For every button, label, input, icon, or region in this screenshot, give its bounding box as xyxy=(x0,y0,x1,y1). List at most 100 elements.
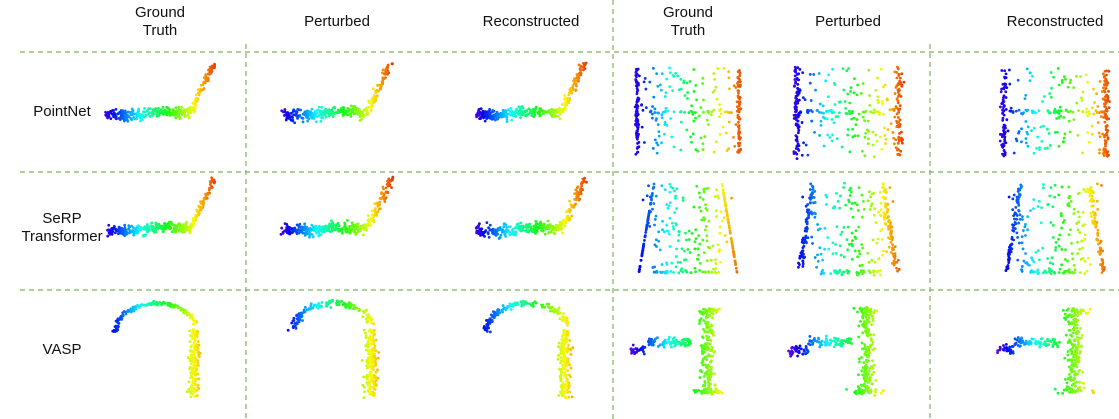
point xyxy=(1050,87,1053,90)
point xyxy=(320,301,323,304)
point-cloud xyxy=(104,63,216,123)
point xyxy=(1004,90,1007,93)
point xyxy=(818,111,821,114)
point xyxy=(113,112,116,115)
point xyxy=(816,109,819,112)
point xyxy=(189,376,192,379)
point xyxy=(151,109,154,112)
point xyxy=(494,231,497,234)
point xyxy=(207,192,210,195)
point xyxy=(841,271,844,274)
point xyxy=(375,99,378,102)
point xyxy=(810,109,813,112)
point xyxy=(1046,109,1049,112)
point xyxy=(1001,109,1004,112)
point xyxy=(1017,188,1020,191)
point xyxy=(856,274,859,277)
point xyxy=(300,116,303,119)
point xyxy=(303,309,306,312)
point xyxy=(652,96,655,99)
point xyxy=(349,115,352,118)
point-cloud xyxy=(111,300,201,398)
point xyxy=(894,116,897,119)
point xyxy=(719,210,722,213)
point xyxy=(575,192,578,195)
point xyxy=(564,396,567,399)
point xyxy=(575,89,578,92)
point xyxy=(797,131,800,134)
point xyxy=(1096,234,1099,237)
point xyxy=(638,74,641,77)
point xyxy=(1046,128,1049,131)
point xyxy=(363,386,366,389)
point xyxy=(720,112,723,115)
point xyxy=(346,219,349,222)
point xyxy=(315,120,318,123)
point xyxy=(1071,252,1074,255)
point xyxy=(892,137,895,140)
point xyxy=(675,247,678,250)
point xyxy=(715,140,718,143)
point xyxy=(1018,109,1021,112)
point xyxy=(352,108,355,111)
point xyxy=(825,194,828,197)
point xyxy=(1042,125,1045,128)
point xyxy=(309,232,312,235)
point xyxy=(804,98,807,101)
point xyxy=(1020,127,1023,130)
point xyxy=(391,178,394,181)
point xyxy=(1048,195,1051,198)
point xyxy=(520,110,523,113)
point xyxy=(340,300,343,303)
point xyxy=(489,112,492,115)
point xyxy=(1106,129,1109,132)
point xyxy=(290,119,293,122)
point xyxy=(899,123,902,126)
point xyxy=(881,238,884,241)
point xyxy=(1093,101,1096,104)
point xyxy=(573,83,576,86)
point xyxy=(1068,195,1071,198)
point xyxy=(1084,190,1087,193)
point xyxy=(1016,196,1019,199)
point xyxy=(1070,242,1073,245)
point xyxy=(144,110,147,113)
point xyxy=(719,225,722,228)
point xyxy=(669,117,672,120)
point xyxy=(520,305,523,308)
point xyxy=(863,154,866,157)
point xyxy=(519,225,522,228)
point xyxy=(1038,109,1041,112)
point xyxy=(796,78,799,81)
point xyxy=(329,306,332,309)
point xyxy=(369,328,372,331)
point xyxy=(899,104,902,107)
point xyxy=(654,218,657,221)
point xyxy=(1071,258,1074,261)
point xyxy=(1084,260,1087,263)
point xyxy=(677,272,680,275)
point xyxy=(1022,111,1025,114)
point xyxy=(811,185,814,188)
point xyxy=(1040,140,1043,143)
point xyxy=(816,253,819,256)
point xyxy=(562,358,565,361)
point-cloud xyxy=(483,300,575,400)
point xyxy=(313,304,316,307)
point xyxy=(1005,72,1008,75)
point xyxy=(174,306,177,309)
point xyxy=(703,219,706,222)
point xyxy=(702,99,705,102)
point xyxy=(656,85,659,88)
point xyxy=(844,107,847,110)
point xyxy=(652,202,655,205)
point xyxy=(381,186,384,189)
point xyxy=(897,259,900,262)
point xyxy=(831,68,834,71)
point xyxy=(130,113,133,116)
point xyxy=(707,123,710,126)
point xyxy=(724,201,727,204)
point xyxy=(576,185,579,188)
point xyxy=(858,264,861,267)
point xyxy=(1077,134,1080,137)
